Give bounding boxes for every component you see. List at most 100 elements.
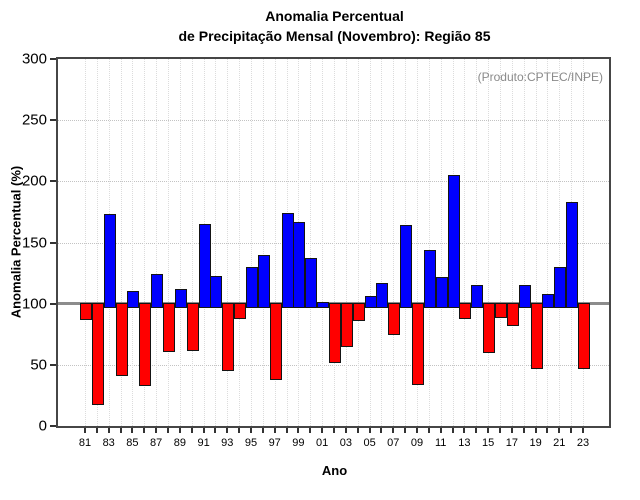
gridline-x-93 <box>227 59 229 426</box>
gridline-x-20 <box>547 59 549 426</box>
x-axis-title: Ano <box>321 463 348 478</box>
y-tick-label-200: 200 <box>21 172 47 190</box>
x-tick-label-11: 11 <box>434 437 447 449</box>
x-tick-01 <box>321 428 324 433</box>
y-tick-label-300: 300 <box>21 50 47 68</box>
bar-2012 <box>447 175 460 308</box>
bar-1986 <box>139 302 152 387</box>
gridline-x-21 <box>559 59 561 426</box>
gridline-x-82 <box>96 59 98 426</box>
gridline-x-01 <box>322 59 324 426</box>
bar-2017 <box>506 302 519 327</box>
gridline-x-90 <box>191 59 193 426</box>
x-tick-03 <box>344 428 347 433</box>
gridline-x-18 <box>523 59 525 426</box>
x-tick-label-85: 85 <box>126 437 139 449</box>
gridline-x-04 <box>357 59 359 426</box>
bar-1996 <box>257 254 270 308</box>
x-tick-83 <box>107 428 110 433</box>
gridline-x-96 <box>262 59 264 426</box>
x-tick-97 <box>273 428 276 433</box>
x-tick-17 <box>510 428 513 433</box>
x-tick-10 <box>427 428 430 433</box>
bar-1985 <box>127 291 140 308</box>
y-tick-300 <box>50 58 56 60</box>
x-tick-94 <box>238 428 241 433</box>
bar-2019 <box>530 302 543 370</box>
bar-1987 <box>151 274 164 308</box>
x-tick-89 <box>178 428 181 433</box>
gridline-x-19 <box>535 59 537 426</box>
x-tick-87 <box>155 428 158 433</box>
chart-title: Anomalia Percentual de Precipitação Mens… <box>58 6 611 46</box>
bar-2011 <box>435 276 448 308</box>
x-tick-label-19: 19 <box>529 437 542 449</box>
bar-2009 <box>412 302 424 385</box>
gridline-x-07 <box>393 59 395 426</box>
gridline-x-97 <box>274 59 276 426</box>
x-tick-82 <box>95 428 98 433</box>
bar-2016 <box>495 302 507 318</box>
bar-1991 <box>198 224 211 308</box>
bar-1989 <box>174 289 187 308</box>
x-tick-90 <box>190 428 193 433</box>
bar-2022 <box>566 202 579 308</box>
gridline-y-250 <box>58 120 609 122</box>
bar-2014 <box>471 285 484 308</box>
bar-1992 <box>210 275 223 308</box>
bar-2000 <box>305 258 318 308</box>
gridline-x-00 <box>310 59 312 426</box>
x-tick-12 <box>451 428 454 433</box>
bar-2013 <box>459 302 472 319</box>
gridline-x-17 <box>511 59 513 426</box>
x-tick-11 <box>439 428 442 433</box>
bar-2003 <box>340 302 353 348</box>
x-tick-91 <box>202 428 205 433</box>
x-tick-label-17: 17 <box>505 437 519 449</box>
y-tick-label-0: 0 <box>38 417 47 435</box>
x-tick-02 <box>333 428 335 433</box>
x-tick-label-97: 97 <box>268 437 281 449</box>
gridline-x-81 <box>85 59 86 426</box>
x-tick-85 <box>131 428 134 433</box>
gridline-x-15 <box>488 59 490 426</box>
x-tick-95 <box>250 428 252 433</box>
gridline-x-09 <box>417 59 418 426</box>
x-tick-06 <box>380 428 383 433</box>
bar-1995 <box>246 267 258 308</box>
x-tick-21 <box>558 428 561 433</box>
gridline-x-86 <box>144 59 146 426</box>
gridline-y-150 <box>58 242 609 244</box>
gridline-x-85 <box>132 59 134 426</box>
x-tick-98 <box>285 428 288 433</box>
x-tick-label-01: 01 <box>315 437 329 449</box>
bar-1982 <box>91 302 104 405</box>
x-tick-92 <box>214 428 217 433</box>
y-tick-label-50: 50 <box>30 356 47 374</box>
bar-2023 <box>578 302 590 370</box>
x-tick-label-95: 95 <box>244 437 258 449</box>
x-tick-label-13: 13 <box>458 437 471 449</box>
bar-2010 <box>423 249 436 308</box>
gridline-x-05 <box>369 59 371 426</box>
bar-2018 <box>518 285 531 308</box>
producer-annotation: (Produto:CPTEC/INPE) <box>477 70 603 84</box>
bar-2020 <box>542 293 555 308</box>
x-tick-label-05: 05 <box>363 437 376 449</box>
x-tick-84 <box>119 428 122 433</box>
x-tick-09 <box>416 428 418 433</box>
gridline-x-14 <box>476 59 478 426</box>
bar-2021 <box>554 267 567 308</box>
bar-2001 <box>317 302 330 308</box>
y-tick-250 <box>50 119 56 122</box>
x-tick-label-07: 07 <box>387 437 400 449</box>
bar-1999 <box>293 221 306 308</box>
x-tick-04 <box>356 428 359 433</box>
gridline-x-84 <box>120 59 122 426</box>
gridline-x-11 <box>440 59 442 426</box>
bar-2002 <box>329 302 341 363</box>
gridline-x-03 <box>345 59 347 426</box>
x-tick-81 <box>84 428 86 433</box>
bar-2005 <box>364 296 377 308</box>
gridline-y-200 <box>58 181 609 183</box>
